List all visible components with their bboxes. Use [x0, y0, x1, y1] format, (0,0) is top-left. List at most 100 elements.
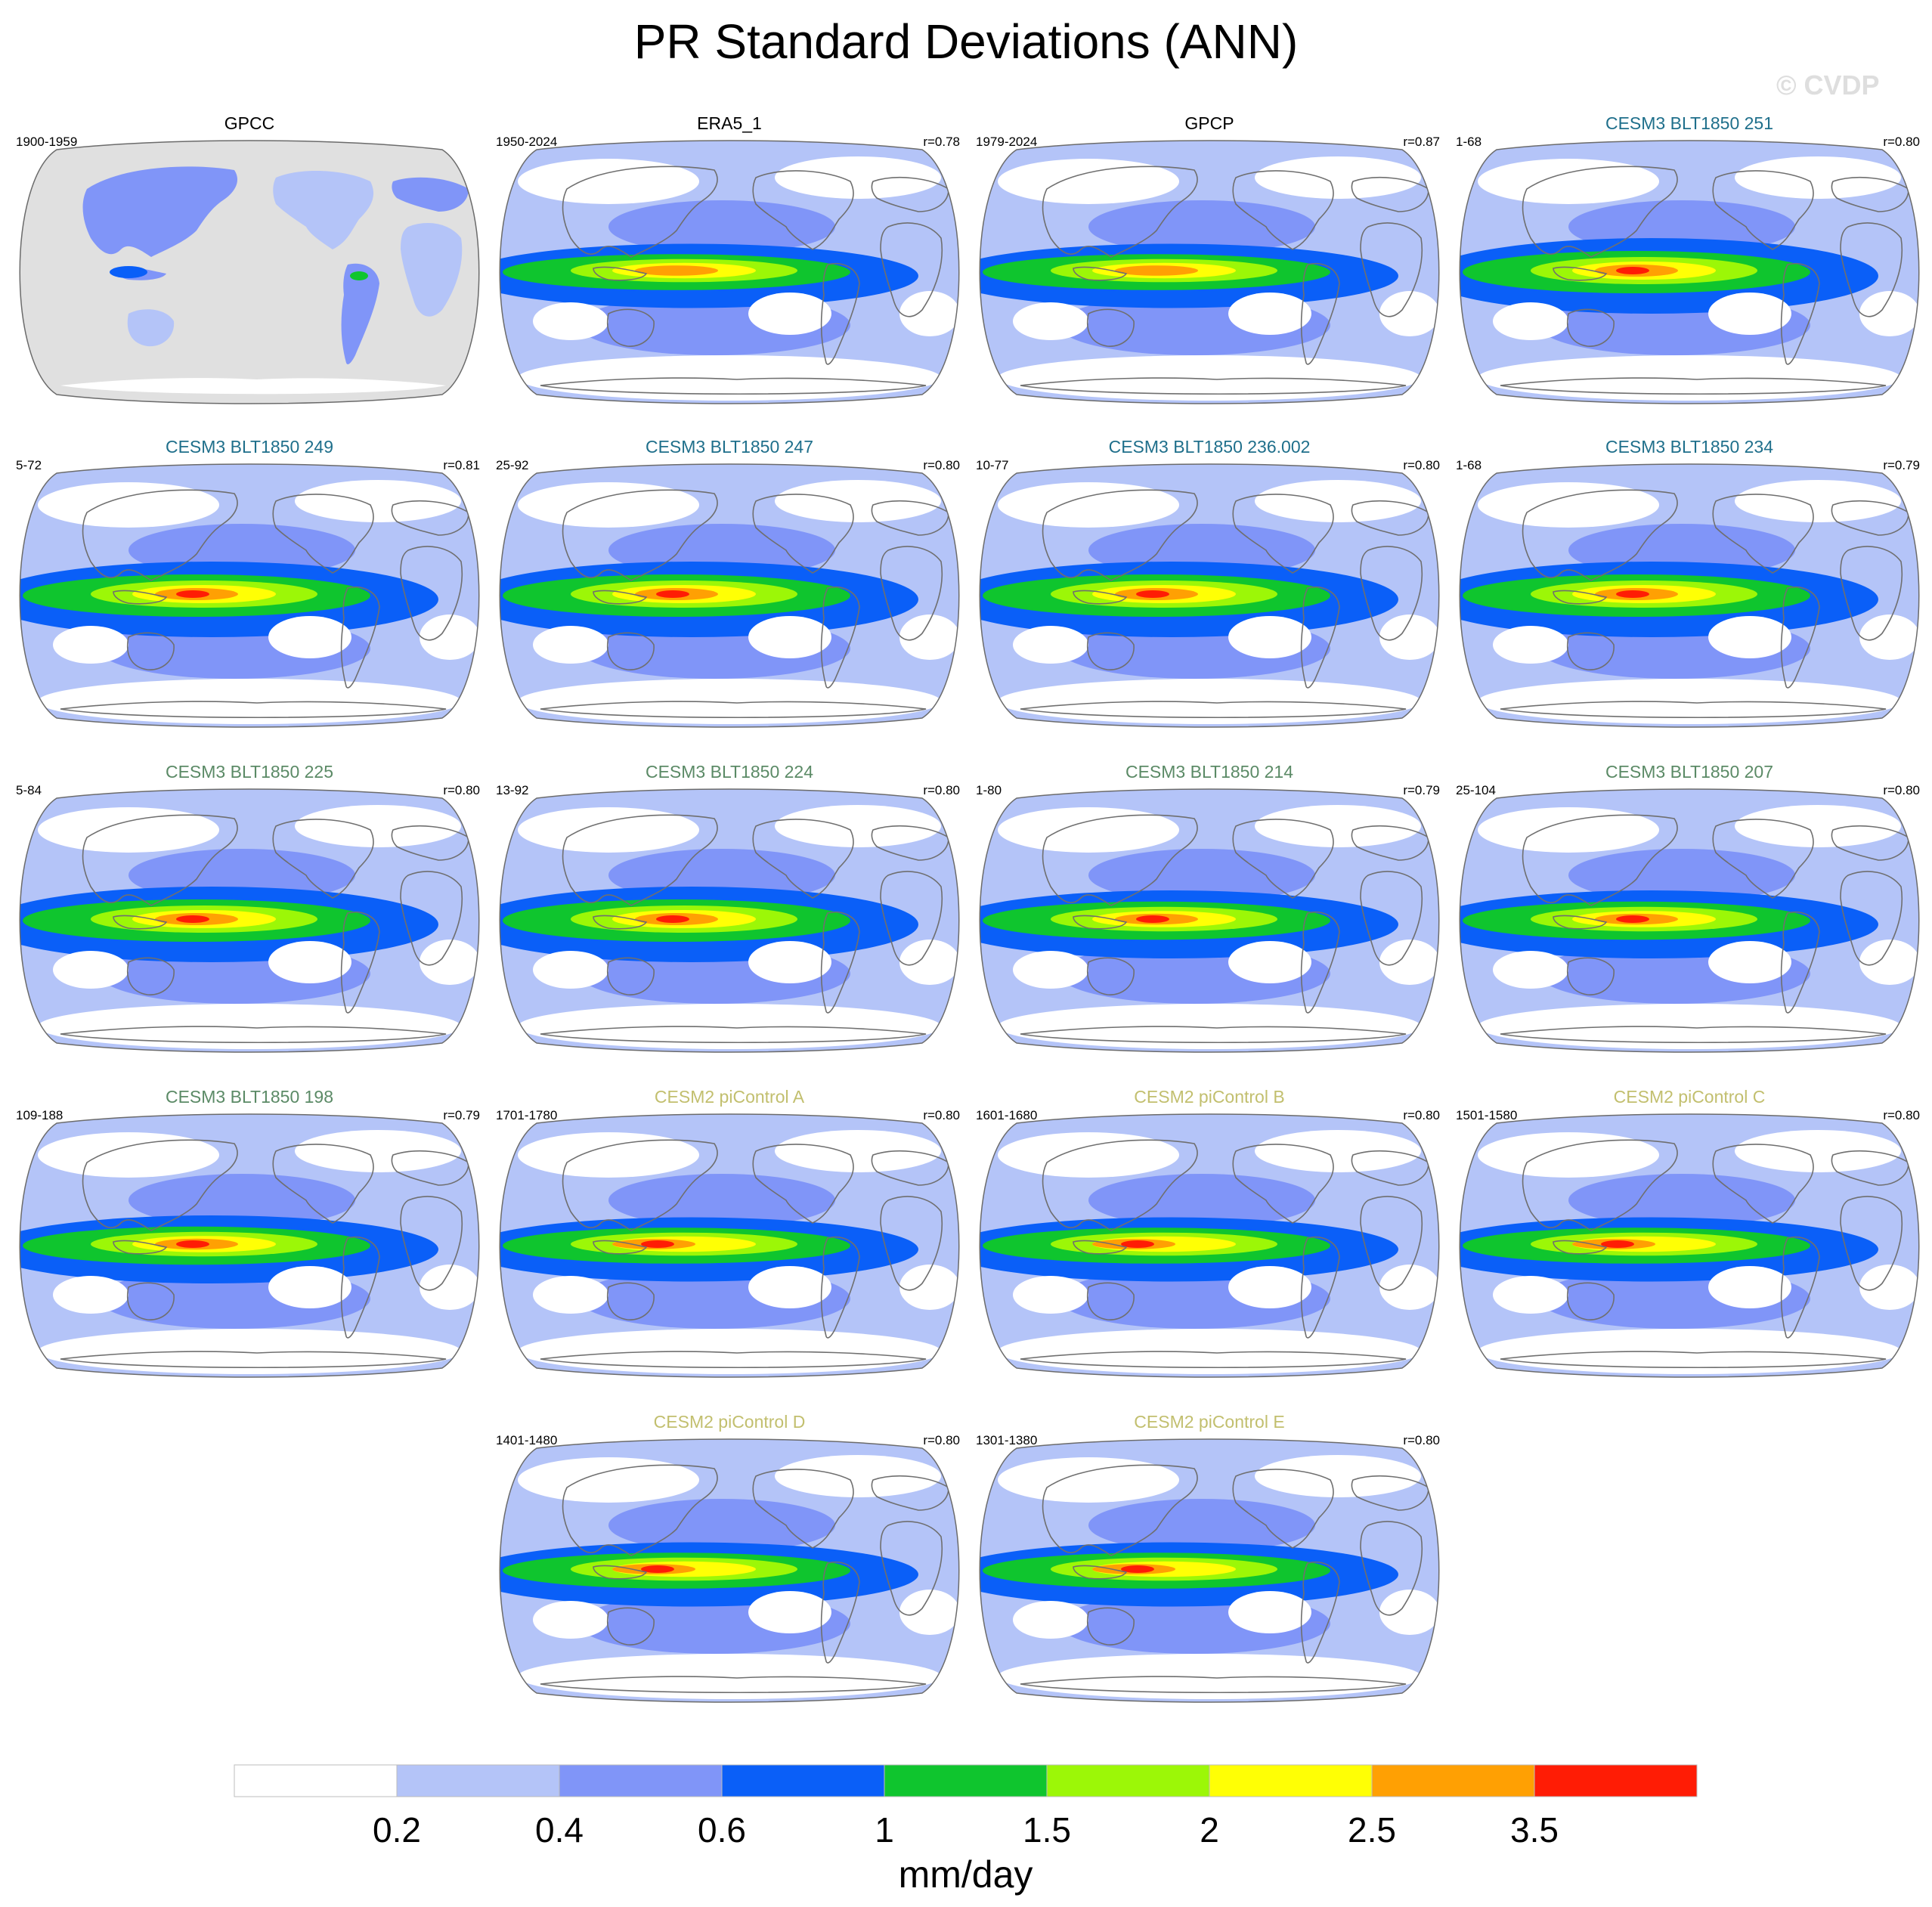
- contour-band: [518, 482, 699, 528]
- coastline-africa: [880, 871, 943, 966]
- contour-band: [518, 1654, 941, 1699]
- coastline-antarctica: [60, 701, 447, 719]
- land-africa: [401, 223, 463, 317]
- contour-band: [1493, 951, 1568, 989]
- colorbar-tick-label: 2.5: [1348, 1810, 1396, 1850]
- map-frame: [979, 140, 1440, 404]
- contour-band: [1379, 615, 1439, 660]
- map-contour-plot: [499, 140, 960, 404]
- panel-correlation: r=0.79: [1403, 783, 1440, 797]
- panel-title: CESM3 BLT1850 247: [645, 437, 814, 457]
- coastline-australia: [1087, 1282, 1135, 1320]
- coastline-africa: [880, 1521, 943, 1616]
- map-panel: CESM3 BLT1850 247 25-92 r=0.80: [491, 437, 968, 762]
- map-frame: [979, 1438, 1440, 1703]
- figure-title: PR Standard Deviations (ANN): [633, 14, 1299, 69]
- coastline-asia: [562, 814, 718, 906]
- panel-title: CESM2 piControl D: [653, 1412, 806, 1432]
- coastline-indonesia: [1553, 915, 1608, 930]
- watermark: © CVDP: [1776, 70, 1880, 101]
- contour-band: [533, 1601, 608, 1639]
- coastline-samerica: [820, 1562, 860, 1664]
- panel-correlation: r=0.80: [923, 1433, 960, 1447]
- colorbar-tick-label: 1: [875, 1810, 894, 1850]
- coastline-samerica: [1780, 912, 1820, 1014]
- coastline-antarctica: [1020, 1676, 1407, 1694]
- map-frame: [979, 463, 1440, 728]
- panel-year-range: 1701-1780: [496, 1108, 558, 1122]
- contour-band: [1136, 915, 1169, 923]
- coastline-asia: [1042, 166, 1198, 258]
- colorbar-tick-label: 2: [1200, 1810, 1219, 1850]
- coastline-africa: [880, 1196, 943, 1291]
- coastline-europe: [1351, 500, 1429, 536]
- coastline-samerica: [340, 587, 380, 689]
- colorbar-tick-label: 0.2: [373, 1810, 421, 1850]
- coastline-africa: [1360, 1521, 1423, 1616]
- map-panel: CESM2 piControl E 1301-1380 r=0.80: [971, 1412, 1447, 1737]
- contour-band: [998, 1329, 1421, 1374]
- coastline-australia: [607, 308, 655, 347]
- map-frame: [19, 463, 480, 728]
- contour-band: [1601, 1240, 1634, 1248]
- coastline-antarctica: [540, 377, 927, 395]
- coastline-antarctica: [1020, 701, 1407, 719]
- map-contour-plot: [979, 1438, 1440, 1703]
- contour-band: [899, 1590, 959, 1635]
- coastline-europe: [1351, 177, 1429, 212]
- coastline-asia: [82, 814, 238, 906]
- contour-band: [748, 941, 831, 983]
- coastline-europe: [1351, 1150, 1429, 1186]
- map-contour-plot: [979, 463, 1440, 728]
- contour-band: [1013, 1601, 1088, 1639]
- colorbar-swatch: [884, 1764, 1048, 1797]
- contour-band: [1136, 590, 1169, 598]
- contour-band: [775, 1455, 941, 1497]
- panel-title: CESM3 BLT1850 207: [1605, 762, 1774, 782]
- coastline-samerica: [1300, 263, 1340, 365]
- coastline-antarctica: [60, 1026, 447, 1044]
- coastline-indonesia: [113, 590, 168, 605]
- contour-band: [656, 915, 689, 923]
- panel-year-range: 1401-1480: [496, 1433, 558, 1447]
- coastline-namerica: [1712, 1144, 1814, 1224]
- panel-correlation: r=0.79: [443, 1108, 480, 1122]
- coastline-indonesia: [593, 915, 648, 930]
- coastline-africa: [400, 871, 463, 966]
- contour-band: [268, 941, 351, 983]
- contour-band: [518, 807, 699, 853]
- coastline-samerica: [1300, 912, 1340, 1014]
- panel-year-range: 5-84: [16, 783, 42, 797]
- panel-title: CESM2 piControl A: [654, 1087, 805, 1107]
- land-antarctica: [60, 378, 446, 395]
- coastline-samerica: [1780, 263, 1820, 365]
- panel-correlation: r=0.80: [1403, 1433, 1440, 1447]
- contour-band: [998, 1004, 1421, 1049]
- map-panel: GPCP 1979-2024 r=0.87: [971, 113, 1447, 438]
- panel-title: GPCC: [224, 113, 275, 133]
- panel-year-range: 1950-2024: [496, 135, 558, 149]
- coastline-antarctica: [1500, 701, 1887, 719]
- panel-title: CESM3 BLT1850 214: [1125, 762, 1294, 782]
- contour-band: [53, 951, 128, 989]
- coastline-antarctica: [540, 1351, 927, 1369]
- coastline-asia: [562, 1139, 718, 1231]
- contour-band: [1859, 615, 1919, 660]
- panel-year-range: 1900-1959: [16, 135, 78, 149]
- coastline-antarctica: [1500, 1026, 1887, 1044]
- contour-band: [1708, 293, 1791, 335]
- contour-band: [998, 482, 1179, 528]
- coastline-europe: [391, 1150, 469, 1186]
- map-panel: CESM3 BLT1850 251 1-68 r=0.80: [1451, 113, 1927, 438]
- coastline-africa: [1840, 222, 1903, 317]
- coastline-namerica: [1232, 494, 1334, 574]
- panel-year-range: 1-80: [976, 783, 1002, 797]
- map-frame: [19, 1113, 480, 1378]
- contour-band: [420, 615, 479, 660]
- contour-band: [420, 1265, 479, 1310]
- map-contour-plot: [499, 463, 960, 728]
- panel-title: CESM3 BLT1850 251: [1605, 113, 1774, 133]
- contour-band: [176, 590, 209, 598]
- coastline-indonesia: [1073, 590, 1128, 605]
- coastline-antarctica: [1020, 1351, 1407, 1369]
